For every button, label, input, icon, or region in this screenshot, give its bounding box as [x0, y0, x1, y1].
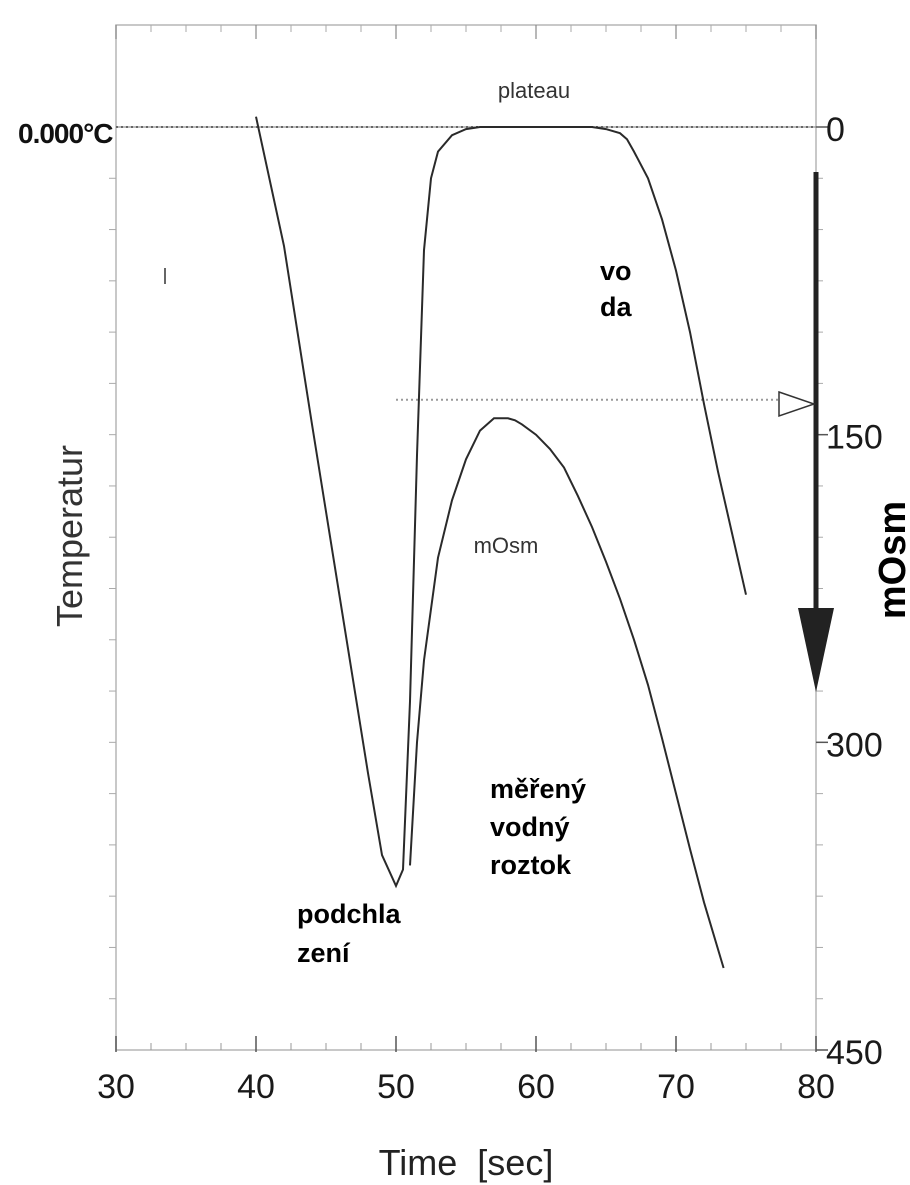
- mosm-curve-label: mOsm: [474, 533, 539, 558]
- right-tick-label: 150: [826, 419, 883, 457]
- plateau-label: plateau: [498, 78, 570, 103]
- right-tick-label: 0: [826, 111, 845, 149]
- x-tick-label: 50: [377, 1068, 415, 1106]
- right-axis-ticks: 0 150 300 450: [816, 111, 883, 1072]
- reference-marker-triangle: [778, 390, 817, 418]
- mosm-arrow-head: [798, 608, 834, 692]
- voda-label-line-1: vo: [600, 256, 632, 286]
- roztok-label-line-1: měřený: [490, 774, 586, 804]
- right-tick-label: 300: [826, 726, 883, 764]
- right-tick-label: 450: [826, 1034, 883, 1072]
- x-tick-label: 30: [97, 1068, 135, 1106]
- svg-text:měřený vodný roztok: měřený vodný roztok: [490, 774, 594, 880]
- svg-text:vo da: vo da: [600, 256, 639, 322]
- voda-label-line-2: da: [600, 292, 632, 322]
- zero-temperature-label: 0.000°C: [18, 118, 113, 149]
- x-tick-label: 40: [237, 1068, 275, 1106]
- x-axis-title: Time [sec]: [379, 1142, 554, 1183]
- plot-frame: [115, 24, 817, 1051]
- svg-text:podchla zení: podchla zení: [297, 899, 408, 968]
- podchlazeni-label-line-2: zení: [297, 938, 351, 968]
- minor-ticks: [109, 25, 823, 1050]
- y-axis-right-title: mOsm: [872, 501, 910, 619]
- series-plateau-line: [255, 116, 747, 889]
- x-tick-label: 70: [657, 1068, 695, 1106]
- roztok-label-line-3: roztok: [490, 850, 572, 880]
- x-tick-label: 60: [517, 1068, 555, 1106]
- roztok-label-line-2: vodný: [490, 812, 570, 842]
- x-axis-ticks: 30 40 50 60 70 80: [97, 25, 835, 1106]
- podchlazeni-label-line-1: podchla: [297, 899, 401, 929]
- y-axis-left-title: Temperatur: [49, 445, 90, 627]
- series-mosm-line: [409, 417, 725, 969]
- x-tick-label: 80: [797, 1068, 835, 1106]
